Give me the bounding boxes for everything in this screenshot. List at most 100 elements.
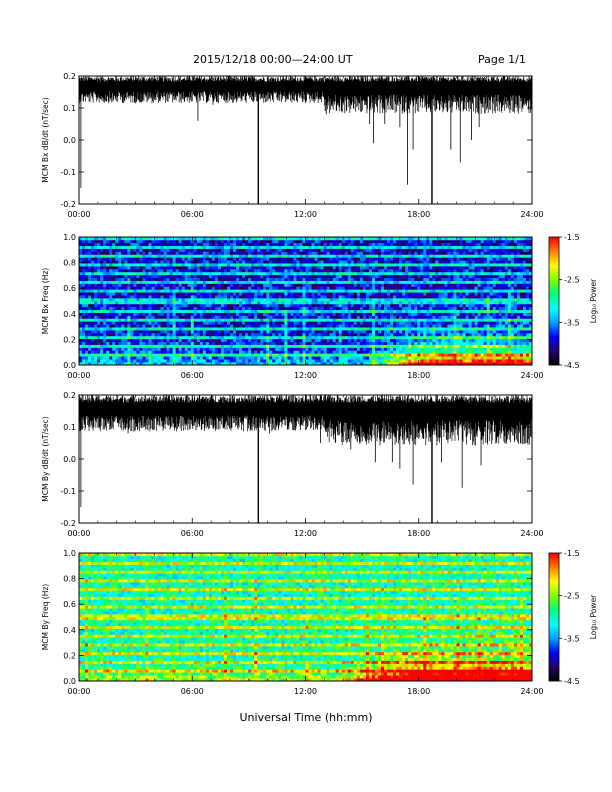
spectrogram-cell [377, 341, 382, 345]
spectrogram-cell [157, 283, 161, 287]
spectrogram-cell [411, 321, 415, 325]
spectrogram-cell [112, 315, 116, 319]
spectrogram-cell [220, 318, 225, 322]
spectrogram-cell [115, 251, 119, 255]
spectrogram-cell [317, 327, 321, 331]
spectrogram-cell [411, 280, 415, 284]
spectrogram-cell [139, 359, 143, 363]
spectrogram-cell [390, 312, 394, 316]
spectrogram-cell [248, 298, 252, 302]
spectrogram-cell [332, 359, 336, 363]
spectrogram-cell [169, 341, 173, 345]
spectrogram-cell [172, 286, 176, 290]
spectrogram-cell [287, 318, 291, 322]
spectrogram-cell [184, 312, 189, 316]
spectrogram-cell [103, 362, 107, 366]
spectrogram-cell [356, 356, 361, 360]
spectrogram-cell [329, 333, 333, 337]
spectrogram-cell [211, 283, 216, 287]
spectrogram-cell [338, 289, 343, 293]
spectrogram-cell [214, 254, 219, 258]
spectrogram-cell [242, 280, 246, 284]
spectrogram-cell [205, 289, 210, 293]
spectrogram-cell [211, 266, 216, 270]
spectrogram-cell [347, 350, 352, 354]
spectrogram-cell [157, 271, 161, 276]
spectrogram-cell [151, 324, 155, 328]
spectrogram-cell [169, 271, 173, 276]
spectrogram-cell [335, 251, 340, 255]
spectrogram-cell [97, 280, 101, 284]
spectrogram-cell [175, 260, 179, 264]
spectrogram-cell [290, 269, 294, 273]
spectrogram-cell [353, 347, 358, 351]
spectrogram-cell [160, 330, 164, 334]
spectrogram-cell [335, 356, 340, 360]
spectrogram-cell [399, 269, 403, 273]
spectrogram-cell [344, 333, 349, 337]
spectrogram-cell [269, 303, 273, 308]
spectrogram-cell [257, 266, 261, 270]
spectrogram-cell [266, 248, 270, 252]
spectrogram-cell [365, 333, 370, 337]
spectrogram-cell [411, 333, 415, 337]
spectrogram-cell [121, 271, 125, 276]
spectrogram-cell [402, 266, 406, 270]
spectrogram-cell [217, 298, 222, 302]
spectrogram-cell [308, 344, 312, 348]
spectrogram-cell [278, 257, 282, 261]
spectrogram-cell [281, 239, 285, 244]
spectrogram-cell [214, 295, 219, 299]
spectrogram-cell [205, 280, 210, 284]
spectrogram-cell [85, 315, 89, 319]
spectrogram-cell [226, 242, 231, 247]
spectrogram-cell [377, 239, 382, 244]
spectrogram-cell [163, 353, 167, 357]
spectrogram-cell [166, 309, 170, 313]
spectrogram-cell [127, 347, 131, 351]
spectrogram-cell [208, 309, 213, 313]
spectrogram-cell [362, 257, 367, 261]
spectrogram-cell [396, 344, 400, 348]
spectrogram-cell [320, 295, 324, 299]
spectrogram-cell [166, 306, 170, 311]
spectrogram-cell [263, 242, 267, 247]
spectrogram-cell [257, 269, 261, 273]
spectrogram-cell [112, 295, 116, 299]
spectrogram-cell [269, 309, 273, 313]
spectrogram-cell [296, 269, 300, 273]
spectrogram-cell [347, 298, 352, 302]
spectrogram-cell [266, 286, 270, 290]
spectrogram-cell [314, 335, 318, 340]
spectrogram-cell [245, 341, 249, 345]
spectrogram-cell [353, 254, 358, 258]
spectrogram-cell [88, 274, 92, 279]
spectrogram-cell [245, 347, 249, 351]
spectrogram-cell [254, 315, 258, 319]
spectrogram-cell [311, 353, 315, 357]
spectrogram-cell [103, 344, 107, 348]
spectrogram-cell [402, 312, 406, 316]
spectrogram-cell [384, 330, 388, 334]
spectrogram-cell [254, 344, 258, 348]
spectrogram-cell [356, 301, 361, 305]
spectrogram-cell [338, 248, 343, 252]
spectrogram-cell [305, 277, 309, 281]
spectrogram-cell [94, 353, 98, 357]
spectrogram-cell [79, 356, 83, 360]
spectrogram-cell [263, 335, 267, 340]
spectrogram-cell [320, 359, 324, 363]
spectrogram-cell [199, 338, 204, 343]
spectrogram-cell [211, 271, 216, 276]
spectrogram-cell [220, 330, 225, 334]
spectrogram-cell [205, 271, 210, 276]
spectrogram-cell [223, 280, 228, 284]
spectrogram-cell [371, 341, 376, 345]
spectrogram-cell [184, 338, 189, 343]
spectrogram-cell [260, 312, 264, 316]
spectrogram-cell [254, 309, 258, 313]
spectrogram-cell [160, 263, 164, 267]
spectrogram-cell [196, 309, 201, 313]
spectrogram-cell [211, 274, 216, 279]
spectrogram-cell [393, 245, 397, 249]
